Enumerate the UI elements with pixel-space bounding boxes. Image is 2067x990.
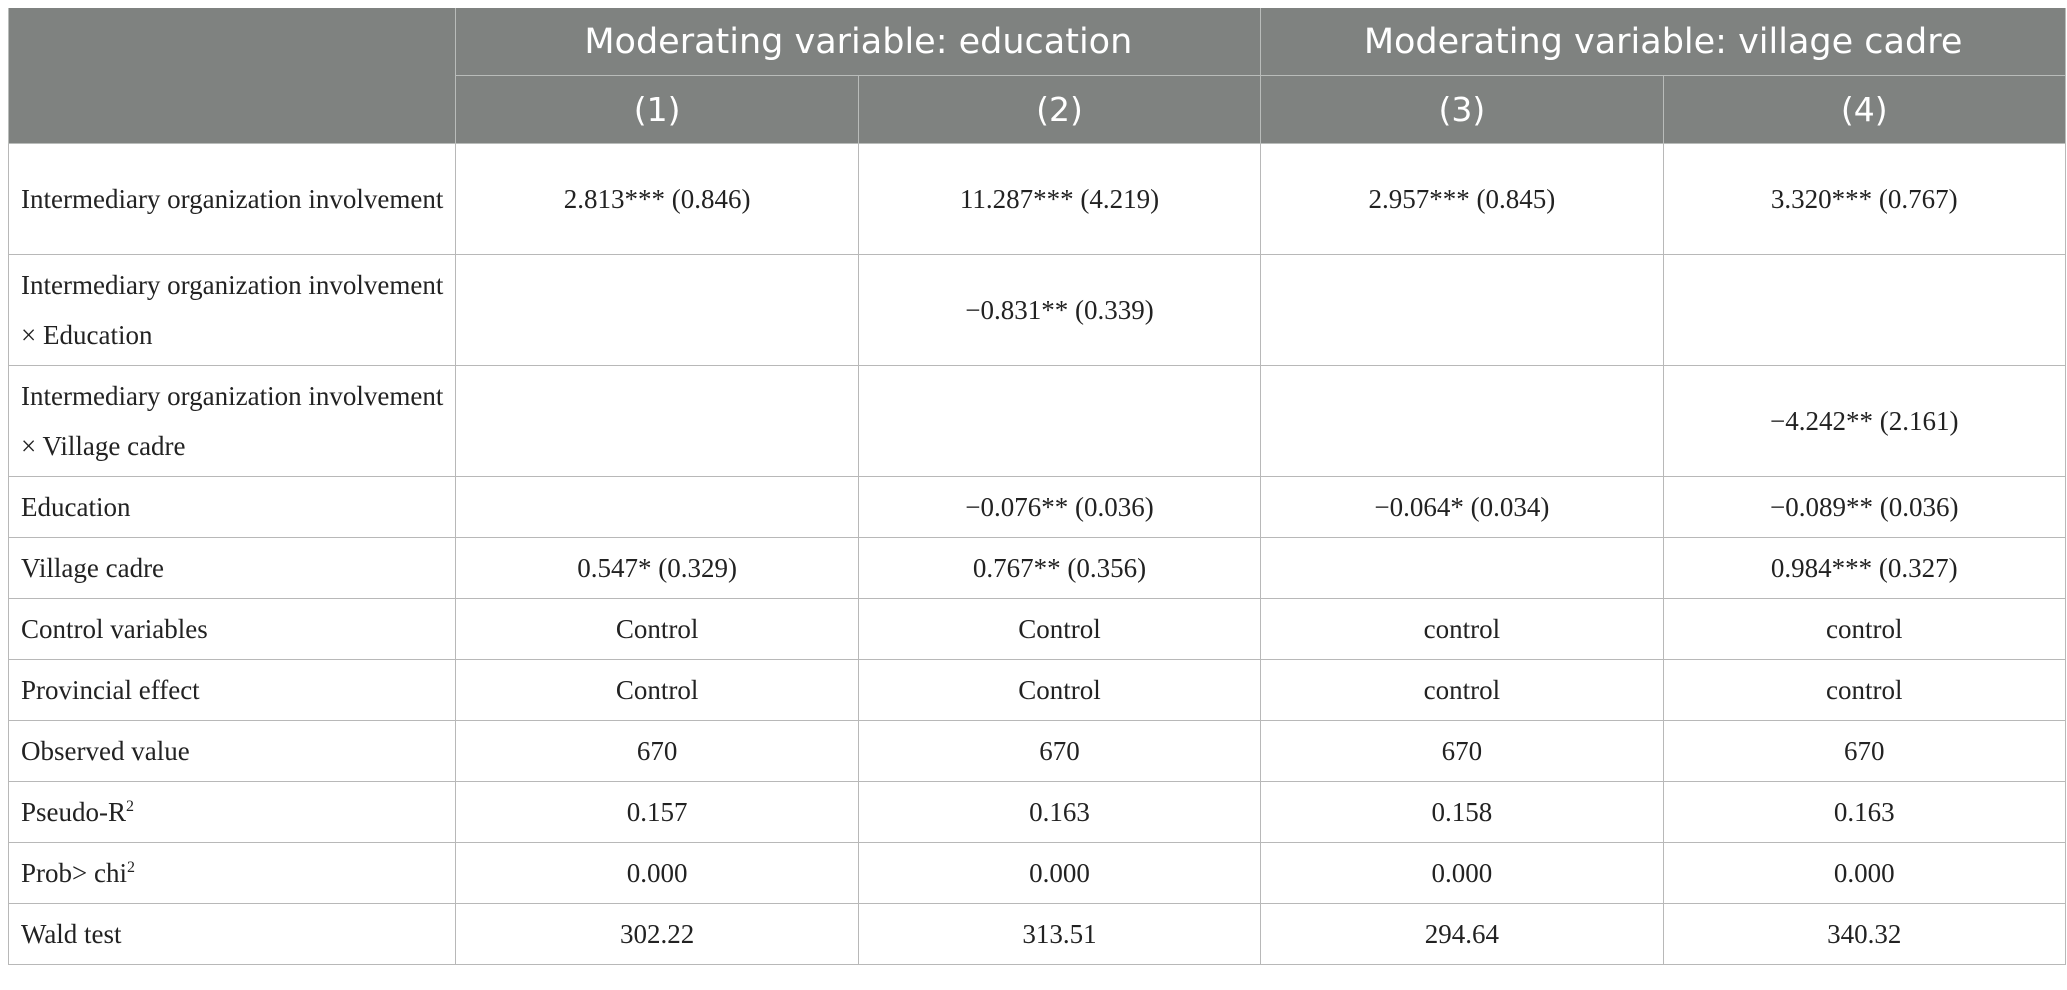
table-cell <box>1662 254 2067 366</box>
table-cell <box>857 365 1262 477</box>
row-label: Intermediary organization involvement × … <box>7 365 457 477</box>
table-cell <box>455 254 859 366</box>
row-label: Intermediary organization involvement × … <box>7 254 457 366</box>
table-cell: −0.831** (0.339) <box>857 254 1262 366</box>
table-body: Intermediary organization involvement 2.… <box>7 143 2067 965</box>
table-cell: 0.163 <box>1662 781 2067 843</box>
table-row: Prob> chi2 0.000 0.000 0.000 0.000 <box>7 842 2067 904</box>
row-label: Provincial effect <box>7 659 457 721</box>
row-label: Control variables <box>7 598 457 660</box>
table-cell: −0.089** (0.036) <box>1662 476 2067 538</box>
table-header: Moderating variable: education Moderatin… <box>7 8 2067 144</box>
row-label: Observed value <box>7 720 457 782</box>
table-cell: 0.158 <box>1260 781 1664 843</box>
row-label: Wald test <box>7 903 457 965</box>
table-cell <box>1260 254 1664 366</box>
table-cell: control <box>1260 598 1664 660</box>
table-cell <box>1260 537 1664 599</box>
table-cell: 340.32 <box>1662 903 2067 965</box>
row-label-base: Prob> chi <box>21 858 127 888</box>
header-col-2: (2) <box>857 75 1262 144</box>
table-row: Pseudo-R2 0.157 0.163 0.158 0.163 <box>7 781 2067 843</box>
table-row: Village cadre 0.547* (0.329) 0.767** (0.… <box>7 537 2067 599</box>
table-cell: 0.000 <box>857 842 1262 904</box>
row-label: Village cadre <box>7 537 457 599</box>
table-cell <box>455 365 859 477</box>
header-group-village-cadre: Moderating variable: village cadre <box>1260 8 2066 76</box>
row-label: Prob> chi2 <box>7 842 457 904</box>
table-cell: 0.157 <box>455 781 859 843</box>
table-cell: Control <box>857 659 1262 721</box>
table-row: Intermediary organization involvement × … <box>7 254 2067 366</box>
table-cell: 0.000 <box>455 842 859 904</box>
table-row: Observed value 670 670 670 670 <box>7 720 2067 782</box>
row-label-base: Pseudo-R <box>21 797 127 827</box>
table-cell: 313.51 <box>857 903 1262 965</box>
table-row: Education −0.076** (0.036) −0.064* (0.03… <box>7 476 2067 538</box>
table-cell: 0.984*** (0.327) <box>1662 537 2067 599</box>
table-cell: 11.287*** (4.219) <box>857 143 1262 255</box>
header-col-4: (4) <box>1662 75 2067 144</box>
row-label: Pseudo-R2 <box>7 781 457 843</box>
table-cell: 2.813*** (0.846) <box>455 143 859 255</box>
table-row: Provincial effect Control Control contro… <box>7 659 2067 721</box>
table-cell: 302.22 <box>455 903 859 965</box>
table-row: Control variables Control Control contro… <box>7 598 2067 660</box>
table-cell: 294.64 <box>1260 903 1664 965</box>
row-label-superscript: 2 <box>126 859 135 876</box>
table-cell: 670 <box>1662 720 2067 782</box>
header-col-1: (1) <box>455 75 859 144</box>
table-cell: 670 <box>1260 720 1664 782</box>
table-cell: −4.242** (2.161) <box>1662 365 2067 477</box>
table-cell: control <box>1260 659 1664 721</box>
table-cell: 670 <box>857 720 1262 782</box>
table-cell: 0.163 <box>857 781 1262 843</box>
table-cell: 0.000 <box>1662 842 2067 904</box>
table-cell: Control <box>857 598 1262 660</box>
header-col-3: (3) <box>1260 75 1664 144</box>
table-cell: 0.767** (0.356) <box>857 537 1262 599</box>
table-cell: 2.957*** (0.845) <box>1260 143 1664 255</box>
table-cell: 670 <box>455 720 859 782</box>
row-label-superscript: 2 <box>126 798 135 815</box>
table-cell: −0.076** (0.036) <box>857 476 1262 538</box>
row-label: Intermediary organization involvement <box>7 143 457 255</box>
table-cell <box>455 476 859 538</box>
table-cell: Control <box>455 659 859 721</box>
row-label: Education <box>7 476 457 538</box>
table-cell: −0.064* (0.034) <box>1260 476 1664 538</box>
table-row: Intermediary organization involvement 2.… <box>7 143 2067 255</box>
table-cell: control <box>1662 659 2067 721</box>
table-cell: 0.547* (0.329) <box>455 537 859 599</box>
header-group-education: Moderating variable: education <box>455 8 1262 76</box>
table-cell <box>1260 365 1664 477</box>
header-corner-cell <box>7 8 457 144</box>
regression-results-table: Moderating variable: education Moderatin… <box>7 8 2067 965</box>
table-row: Intermediary organization involvement × … <box>7 365 2067 477</box>
table-row: Wald test 302.22 313.51 294.64 340.32 <box>7 903 2067 965</box>
table-cell: Control <box>455 598 859 660</box>
regression-table-container: Moderating variable: education Moderatin… <box>7 8 2067 965</box>
table-cell: control <box>1662 598 2067 660</box>
table-cell: 0.000 <box>1260 842 1664 904</box>
header-group-row: Moderating variable: education Moderatin… <box>7 8 2066 144</box>
header-columns-row: (1) (2) (3) (4) <box>9 75 2067 144</box>
table-cell: 3.320*** (0.767) <box>1662 143 2067 255</box>
